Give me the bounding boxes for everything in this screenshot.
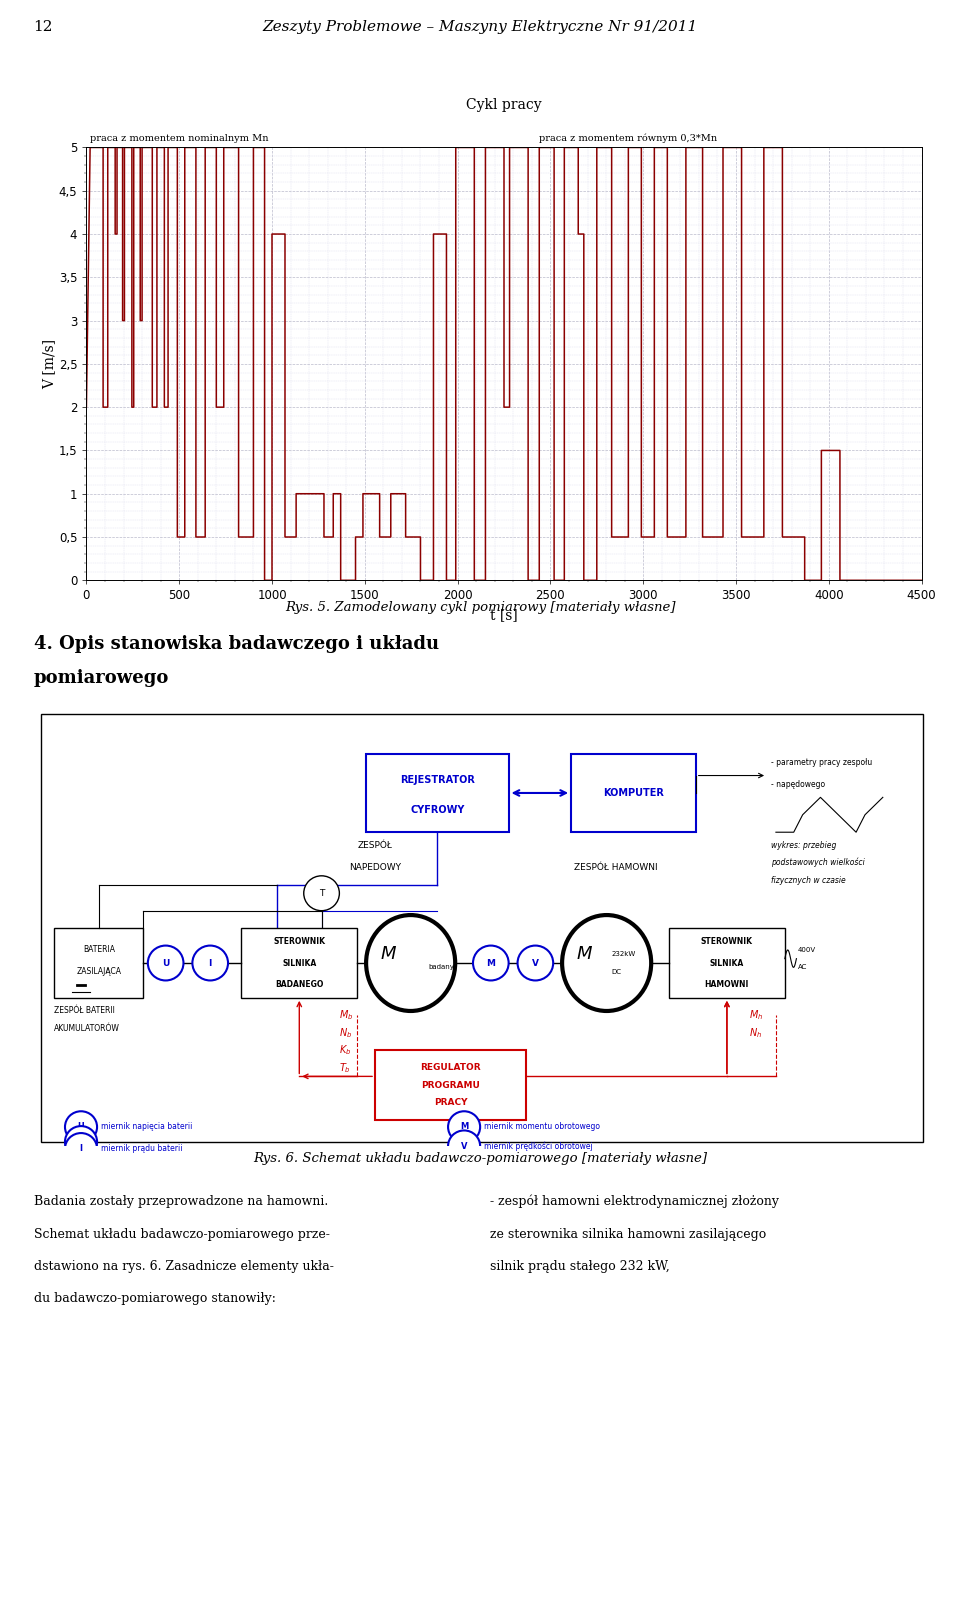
Text: $M_h$: $M_h$ bbox=[749, 1008, 763, 1023]
Text: ZESPÓŁ HAMOWNI: ZESPÓŁ HAMOWNI bbox=[574, 862, 658, 872]
Text: $N_h$: $N_h$ bbox=[749, 1026, 762, 1040]
Circle shape bbox=[517, 946, 553, 981]
Text: praca z momentem nominalnym Mn: praca z momentem nominalnym Mn bbox=[90, 133, 269, 143]
Text: $M$: $M$ bbox=[380, 946, 396, 963]
Text: $M$: $M$ bbox=[576, 946, 593, 963]
Circle shape bbox=[192, 946, 228, 981]
Text: $K_b$: $K_b$ bbox=[340, 1044, 351, 1056]
Text: praca z momentem równym 0,3*Mn: praca z momentem równym 0,3*Mn bbox=[540, 133, 717, 143]
Text: V: V bbox=[461, 1141, 468, 1151]
Text: BADANEGO: BADANEGO bbox=[276, 981, 324, 989]
Text: badany: badany bbox=[428, 965, 454, 970]
Text: KOMPUTER: KOMPUTER bbox=[603, 789, 663, 798]
Text: 4. Opis stanowiska badawczego i układu: 4. Opis stanowiska badawczego i układu bbox=[34, 635, 439, 652]
Circle shape bbox=[473, 946, 509, 981]
Text: Zeszyty Problemowe – Maszyny Elektryczne Nr 91/2011: Zeszyty Problemowe – Maszyny Elektryczne… bbox=[262, 19, 698, 34]
Text: PROGRAMU: PROGRAMU bbox=[421, 1080, 480, 1090]
Text: Badania zostały przeprowadzone na hamowni.: Badania zostały przeprowadzone na hamown… bbox=[34, 1196, 328, 1209]
FancyBboxPatch shape bbox=[41, 715, 923, 1141]
Text: - zespół hamowni elektrodynamicznej złożony: - zespół hamowni elektrodynamicznej złoż… bbox=[490, 1194, 779, 1209]
Text: BATERIA: BATERIA bbox=[83, 946, 115, 954]
Text: HAMOWNI: HAMOWNI bbox=[705, 981, 749, 989]
Text: silnik prądu stałego 232 kW,: silnik prądu stałego 232 kW, bbox=[490, 1260, 669, 1273]
Text: M: M bbox=[460, 1122, 468, 1132]
Y-axis label: V [m/s]: V [m/s] bbox=[42, 338, 56, 390]
Ellipse shape bbox=[563, 915, 651, 1011]
Text: M: M bbox=[487, 959, 495, 968]
Text: STEROWNIK: STEROWNIK bbox=[701, 936, 753, 946]
FancyBboxPatch shape bbox=[375, 1050, 526, 1120]
Circle shape bbox=[448, 1130, 480, 1162]
Circle shape bbox=[303, 875, 340, 911]
FancyBboxPatch shape bbox=[241, 928, 357, 999]
Text: miernik momentu obrotowego: miernik momentu obrotowego bbox=[484, 1122, 600, 1132]
Text: SILNIKA: SILNIKA bbox=[282, 959, 317, 968]
Text: PRACY: PRACY bbox=[434, 1098, 468, 1108]
Text: $T_b$: $T_b$ bbox=[340, 1061, 351, 1074]
Text: podstawowych wielkości: podstawowych wielkości bbox=[772, 858, 865, 867]
Text: miernik prądu baterii: miernik prądu baterii bbox=[101, 1145, 182, 1153]
Text: DC: DC bbox=[612, 968, 621, 975]
Text: REJESTRATOR: REJESTRATOR bbox=[400, 774, 475, 785]
Text: $N_b$: $N_b$ bbox=[340, 1026, 352, 1040]
FancyBboxPatch shape bbox=[669, 928, 785, 999]
Text: AKUMULATORÓW: AKUMULATORÓW bbox=[55, 1024, 120, 1032]
Text: STEROWNIK: STEROWNIK bbox=[274, 936, 325, 946]
Text: T: T bbox=[319, 888, 324, 898]
Text: I: I bbox=[80, 1145, 83, 1153]
Ellipse shape bbox=[366, 915, 455, 1011]
Circle shape bbox=[148, 946, 183, 981]
Text: U: U bbox=[78, 1122, 84, 1132]
Circle shape bbox=[65, 1125, 97, 1157]
Text: pomiarowego: pomiarowego bbox=[34, 668, 169, 686]
Circle shape bbox=[448, 1111, 480, 1143]
Text: ZESPÓŁ BATERII: ZESPÓŁ BATERII bbox=[55, 1007, 115, 1015]
Text: 400V: 400V bbox=[798, 947, 816, 952]
Text: fizycznych w czasie: fizycznych w czasie bbox=[772, 875, 846, 885]
Text: 232kW: 232kW bbox=[612, 951, 636, 957]
Text: dstawiono na rys. 6. Zasadnicze elementy ukła-: dstawiono na rys. 6. Zasadnicze elementy… bbox=[34, 1260, 333, 1273]
Text: V: V bbox=[532, 959, 539, 968]
Text: REGULATOR: REGULATOR bbox=[420, 1063, 481, 1072]
Title: Cykl pracy: Cykl pracy bbox=[467, 98, 541, 112]
Text: - parametry pracy zespołu: - parametry pracy zespołu bbox=[772, 758, 873, 766]
Text: I: I bbox=[208, 959, 212, 968]
Text: Rys. 6. Schemat układu badawczo-pomiarowego [materiały własne]: Rys. 6. Schemat układu badawczo-pomiarow… bbox=[253, 1153, 707, 1165]
Text: ZESPÓŁ: ZESPÓŁ bbox=[357, 842, 393, 850]
Text: Schemat układu badawczo-pomiarowego prze-: Schemat układu badawczo-pomiarowego prze… bbox=[34, 1228, 329, 1241]
Text: CYFROWY: CYFROWY bbox=[410, 805, 465, 816]
FancyBboxPatch shape bbox=[366, 753, 509, 832]
Text: NAPEDOWY: NAPEDOWY bbox=[349, 862, 401, 872]
Circle shape bbox=[65, 1133, 97, 1164]
X-axis label: t [s]: t [s] bbox=[491, 608, 517, 622]
Text: wykres: przebieg: wykres: przebieg bbox=[772, 842, 837, 850]
Text: AC: AC bbox=[798, 965, 807, 970]
Text: $M_b$: $M_b$ bbox=[340, 1008, 354, 1023]
FancyBboxPatch shape bbox=[55, 928, 143, 999]
Text: du badawczo-pomiarowego stanowiły:: du badawczo-pomiarowego stanowiły: bbox=[34, 1292, 276, 1305]
Text: ZASILAJĄCA: ZASILAJĄCA bbox=[77, 967, 121, 976]
Text: miernik napięcia baterii: miernik napięcia baterii bbox=[101, 1122, 192, 1132]
Text: miernik prędkości obrotowej: miernik prędkości obrotowej bbox=[484, 1141, 592, 1151]
FancyBboxPatch shape bbox=[571, 753, 696, 832]
Text: 12: 12 bbox=[34, 19, 53, 34]
Text: SILNIKA: SILNIKA bbox=[709, 959, 744, 968]
Circle shape bbox=[65, 1111, 97, 1143]
Text: ze sterownika silnika hamowni zasilającego: ze sterownika silnika hamowni zasilające… bbox=[490, 1228, 766, 1241]
Text: Rys. 5. Zamodelowany cykl pomiarowy [materiały własne]: Rys. 5. Zamodelowany cykl pomiarowy [mat… bbox=[285, 601, 675, 614]
Text: U: U bbox=[162, 959, 169, 968]
Text: - napędowego: - napędowego bbox=[772, 779, 826, 789]
